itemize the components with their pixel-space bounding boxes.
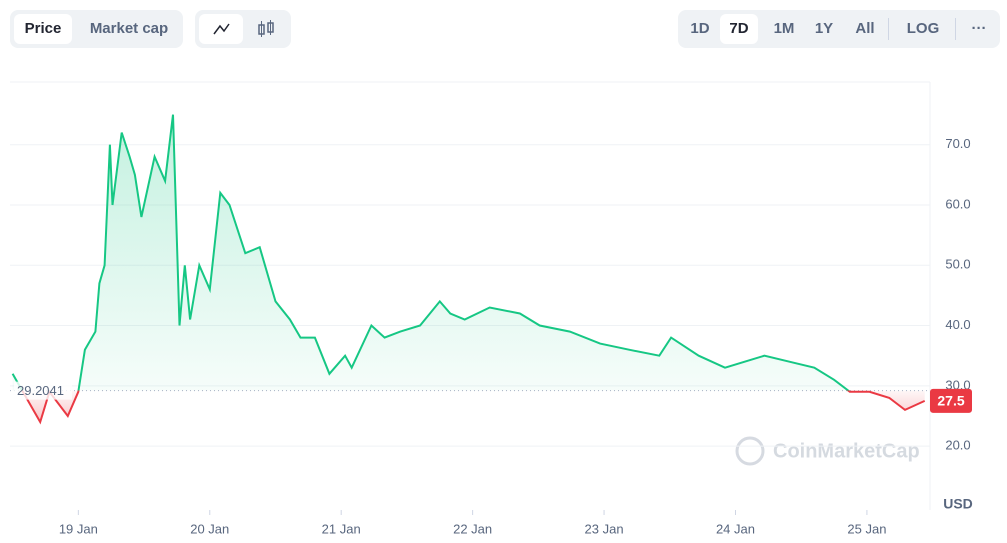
range-tabs: LOG ··· 1D 7D 1M 1Y All: [678, 10, 1000, 48]
range-button[interactable]: 7D: [720, 14, 758, 44]
divider: [955, 18, 956, 40]
watermark: CoinMarketCap: [735, 436, 920, 466]
candle-icon[interactable]: [245, 14, 287, 44]
last-price-label: 27.5: [937, 393, 964, 409]
x-tick-label: 23 Jan: [585, 521, 624, 536]
y-tick-label: 20.0: [945, 438, 970, 453]
y-tick-label: 50.0: [945, 257, 970, 272]
range-button[interactable]: 1M: [773, 20, 795, 37]
y-tick-label: 30.0: [945, 377, 970, 392]
metric-tabs: Price Market cap: [10, 10, 183, 48]
more-button[interactable]: ···: [971, 20, 987, 37]
y-tick-label: 40.0: [945, 317, 970, 332]
tab[interactable]: Market cap: [89, 20, 169, 37]
x-tick-label: 21 Jan: [322, 521, 361, 536]
currency: USD: [943, 496, 973, 512]
range-button[interactable]: 1D: [690, 20, 710, 37]
y-tick-label: 70.0: [945, 136, 970, 151]
x-tick-label: 20 Jan: [190, 521, 229, 536]
range-button[interactable]: All: [855, 20, 875, 37]
chart-style: [195, 10, 291, 48]
price-line: [11, 114, 926, 425]
divider: [888, 18, 889, 40]
y-tick-label: 60.0: [945, 196, 970, 211]
x-tick-label: 22 Jan: [453, 521, 492, 536]
line-icon[interactable]: [199, 14, 243, 44]
baseline-label-bg: [14, 381, 72, 400]
x-tick-label: 24 Jan: [716, 521, 755, 536]
baseline-label: 29.2041: [17, 383, 64, 398]
area: [12, 114, 925, 422]
tab[interactable]: Price: [14, 14, 72, 44]
x-tick-label: 19 Jan: [59, 521, 98, 536]
log-button[interactable]: LOG: [906, 20, 940, 37]
x-tick-label: 25 Jan: [847, 521, 886, 536]
range-button[interactable]: 1Y: [814, 20, 834, 37]
watermark-text: CoinMarketCap: [773, 440, 920, 462]
last-price-bg: [930, 388, 972, 413]
